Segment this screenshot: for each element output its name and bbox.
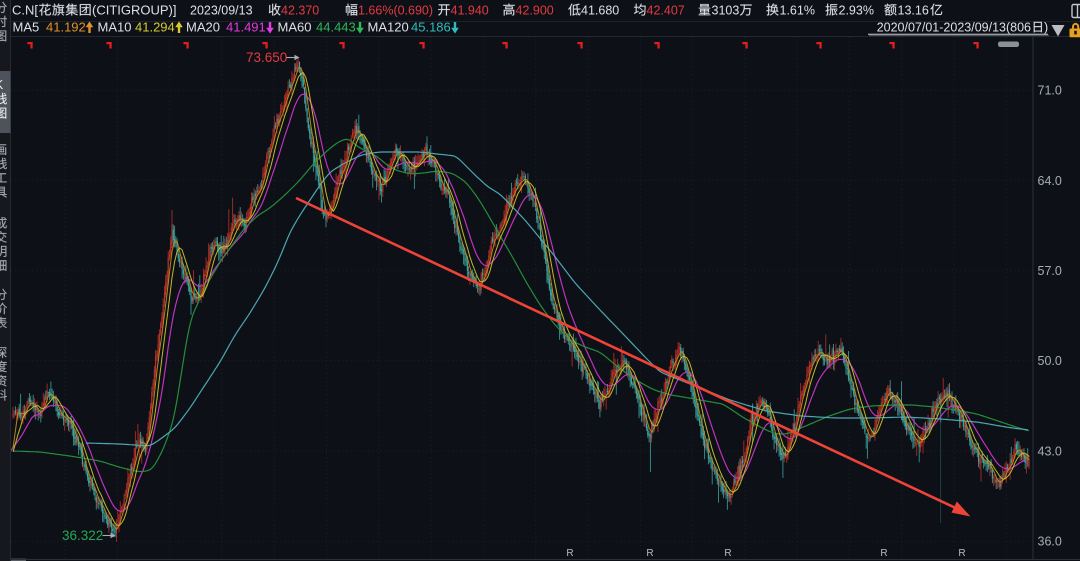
- svg-text:2023/09/13: 2023/09/13: [190, 4, 253, 18]
- svg-text:1.66%(0.690): 1.66%(0.690): [358, 4, 433, 18]
- svg-text:K: K: [0, 78, 4, 92]
- svg-text:45.186: 45.186: [411, 20, 451, 35]
- svg-text:MA20: MA20: [186, 20, 220, 35]
- svg-text:MA60: MA60: [278, 20, 312, 35]
- svg-text:41.294: 41.294: [135, 20, 175, 35]
- svg-text:3103: 3103: [712, 4, 740, 18]
- svg-text:MA10: MA10: [98, 20, 132, 35]
- svg-text:13.16: 13.16: [898, 4, 929, 18]
- svg-text:41.680: 41.680: [581, 4, 619, 18]
- svg-text:44.443: 44.443: [316, 20, 356, 35]
- svg-text:R: R: [958, 548, 965, 559]
- svg-text:36.322: 36.322: [62, 528, 103, 543]
- svg-text:2020/07/01-2023/09/13(806: 2020/07/01-2023/09/13(806: [877, 21, 1031, 35]
- svg-text:1.61%: 1.61%: [780, 4, 815, 18]
- svg-text:71.0: 71.0: [1038, 84, 1062, 98]
- svg-text:(CITIGROUP)]: (CITIGROUP)]: [92, 3, 177, 18]
- svg-text:R: R: [646, 548, 653, 559]
- svg-text:42.407: 42.407: [647, 4, 685, 18]
- svg-text:MA120: MA120: [368, 20, 409, 35]
- svg-text:C.N[: C.N[: [12, 3, 38, 18]
- svg-text:41.940: 41.940: [451, 4, 489, 18]
- svg-text:42.370: 42.370: [281, 4, 319, 18]
- svg-text:41.192: 41.192: [46, 20, 86, 35]
- svg-text:): ): [1044, 21, 1048, 35]
- svg-text:R: R: [880, 548, 887, 559]
- svg-text:50.0: 50.0: [1038, 354, 1062, 368]
- svg-text:43.0: 43.0: [1038, 444, 1062, 458]
- svg-text:64.0: 64.0: [1038, 174, 1062, 188]
- svg-text:73.650: 73.650: [246, 50, 287, 65]
- svg-text:57.0: 57.0: [1038, 264, 1062, 278]
- svg-text:42.900: 42.900: [516, 4, 554, 18]
- svg-text:R: R: [724, 548, 731, 559]
- svg-text:41.491: 41.491: [226, 20, 266, 35]
- svg-text:36.0: 36.0: [1038, 535, 1062, 549]
- svg-text:2.93%: 2.93%: [839, 4, 874, 18]
- svg-text:MA5: MA5: [13, 20, 40, 35]
- svg-text:R: R: [566, 548, 573, 559]
